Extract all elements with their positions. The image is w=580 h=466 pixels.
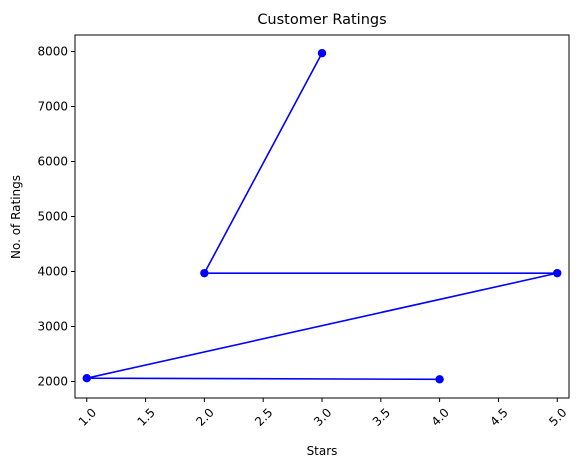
y-tick-label: 6000: [37, 155, 68, 169]
data-point: [82, 374, 91, 383]
data-point: [317, 48, 327, 58]
chart-title: Customer Ratings: [257, 12, 386, 28]
x-axis-label: Stars: [307, 444, 338, 458]
y-tick-label: 4000: [37, 265, 68, 279]
y-tick-label: 2000: [37, 375, 68, 389]
y-axis-label: No. of Ratings: [9, 175, 23, 259]
data-point: [435, 375, 444, 384]
y-tick-label: 3000: [37, 320, 68, 334]
data-point: [553, 268, 562, 278]
y-tick-label: 8000: [37, 45, 68, 59]
y-tick-label: 5000: [37, 210, 68, 224]
y-tick-label: 7000: [37, 100, 68, 114]
data-point: [200, 268, 209, 278]
